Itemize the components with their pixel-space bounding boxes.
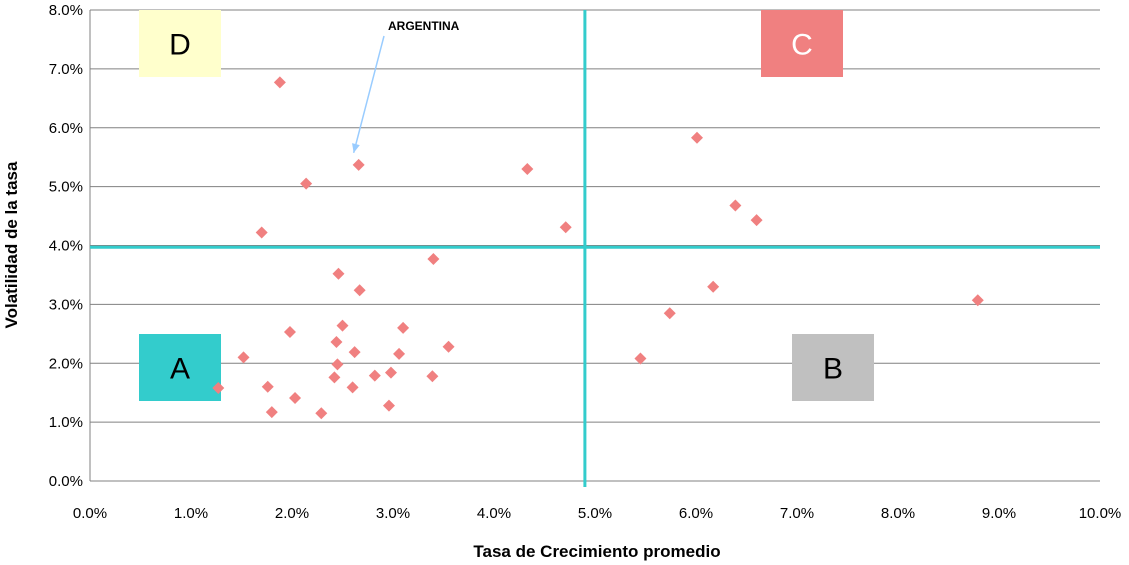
x-tick-label: 4.0% (477, 505, 511, 522)
y-tick-label: 7.0% (49, 61, 83, 78)
x-tick-label: 10.0% (1079, 505, 1122, 522)
tick-labels: 0.0% 1.0% 2.0% 3.0% 4.0% 5.0% 6.0% 7.0% 8.0% 0.0%… (49, 2, 1121, 522)
data-point (707, 280, 720, 293)
data-point (393, 347, 406, 360)
x-tick-label: 7.0% (780, 505, 814, 522)
y-tick-label: 8.0% (49, 2, 83, 19)
quadrant-dividers (90, 10, 1100, 487)
x-tick-label: 5.0% (578, 505, 612, 522)
data-point (559, 221, 572, 234)
data-points (212, 76, 984, 420)
quadrant-labels: D C A B (139, 10, 874, 401)
data-point (384, 366, 397, 379)
y-tick-label: 0.0% (49, 473, 83, 490)
data-point (397, 321, 410, 334)
quadrant-box-c (761, 10, 843, 77)
data-point (315, 407, 328, 420)
data-point (729, 199, 742, 212)
y-tick-label: 5.0% (49, 179, 83, 196)
data-point (750, 214, 763, 227)
x-tick-label: 3.0% (376, 505, 410, 522)
x-tick-label: 0.0% (73, 505, 107, 522)
x-tick-label: 9.0% (982, 505, 1016, 522)
data-point (332, 267, 345, 280)
quadrant-box-b (792, 334, 874, 401)
data-point (426, 370, 439, 383)
data-point (634, 352, 647, 365)
data-point (300, 177, 313, 190)
annotation-label: ARGENTINA (388, 19, 460, 33)
data-point (346, 381, 359, 394)
x-axis-title: Tasa de Crecimiento promedio (473, 542, 720, 561)
data-point (331, 358, 344, 371)
data-point (255, 226, 268, 239)
quadrant-box-a (139, 334, 221, 401)
data-point (353, 284, 366, 297)
data-point (521, 162, 534, 175)
annotations: ARGENTINA (352, 19, 460, 154)
quadrant-label-c: C (791, 29, 813, 62)
y-tick-label: 1.0% (49, 414, 83, 431)
x-tick-label: 6.0% (679, 505, 713, 522)
data-point (283, 326, 296, 339)
y-tick-label: 4.0% (49, 238, 83, 255)
data-point (352, 158, 365, 171)
data-point (368, 369, 381, 382)
y-tick-label: 2.0% (49, 355, 83, 372)
y-tick-label: 6.0% (49, 120, 83, 137)
data-point (328, 371, 341, 384)
data-point (427, 253, 440, 266)
data-point (289, 391, 302, 404)
x-tick-label: 1.0% (174, 505, 208, 522)
data-point (691, 131, 704, 144)
data-point (382, 399, 395, 412)
x-tick-label: 8.0% (881, 505, 915, 522)
data-point (442, 340, 455, 353)
data-point (330, 336, 343, 349)
data-point (273, 76, 286, 89)
data-point (336, 319, 349, 332)
x-tick-label: 2.0% (275, 505, 309, 522)
annotation-arrow (352, 35, 385, 154)
data-point (971, 294, 984, 307)
quadrant-box-d (139, 10, 221, 77)
gridlines (89, 9, 1100, 482)
data-point (212, 381, 225, 394)
quadrant-label-b: B (823, 353, 843, 386)
quadrant-label-a: A (170, 353, 190, 386)
data-point (237, 351, 250, 364)
y-axis-title: Volatilidad de la tasa (2, 161, 21, 328)
quadrant-label-d: D (169, 29, 191, 62)
data-point (663, 307, 676, 320)
data-point (261, 380, 274, 393)
data-point (348, 346, 361, 359)
y-tick-label: 3.0% (49, 296, 83, 313)
annotation-arrowhead (352, 143, 360, 153)
data-point (265, 406, 278, 419)
